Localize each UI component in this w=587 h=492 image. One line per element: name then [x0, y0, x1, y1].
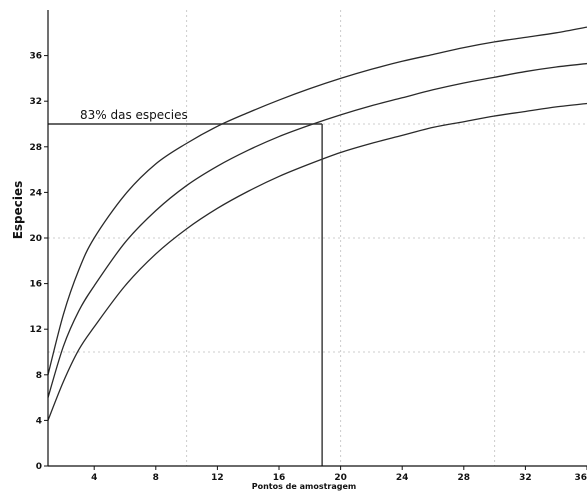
x-tick-label: 4	[91, 473, 97, 483]
y-tick-label: 20	[29, 234, 42, 244]
grid-lines	[48, 10, 587, 466]
y-tick-label: 28	[29, 143, 42, 153]
y-tick-label: 16	[29, 280, 42, 290]
annotation-label: 83% das especies	[80, 108, 188, 122]
y-axis-title: Especies	[11, 181, 25, 240]
reference-lines-group	[48, 123, 323, 466]
y-tick-label: 8	[36, 371, 42, 381]
curve-upper-bound	[47, 26, 587, 375]
axes-group	[44, 10, 587, 470]
y-tick-label: 12	[29, 325, 42, 335]
x-tick-label: 8	[153, 473, 159, 483]
x-axis-title: Pontos de amostragem	[252, 482, 357, 491]
curve-lower-bound	[47, 102, 587, 421]
x-tick-label: 12	[211, 473, 224, 483]
y-tick-label: 24	[29, 188, 42, 198]
curve-mean	[47, 62, 587, 398]
x-tick-label: 36	[574, 473, 587, 483]
x-tick-label: 20	[334, 473, 347, 483]
y-tick-label: 4	[36, 416, 42, 426]
x-tick-label: 24	[396, 473, 409, 483]
x-tick-label: 16	[273, 473, 286, 483]
x-tick-label: 28	[458, 473, 471, 483]
y-tick-label: 32	[29, 97, 42, 107]
curve-series-group	[47, 26, 587, 421]
y-tick-label: 36	[29, 52, 42, 62]
x-tick-label: 32	[519, 473, 532, 483]
y-tick-label: 0	[36, 462, 42, 472]
tick-labels-group: 0 4 8 12 16 20 24 28 32 36 4 8 12 16 20 24 28 32 36	[29, 52, 587, 483]
